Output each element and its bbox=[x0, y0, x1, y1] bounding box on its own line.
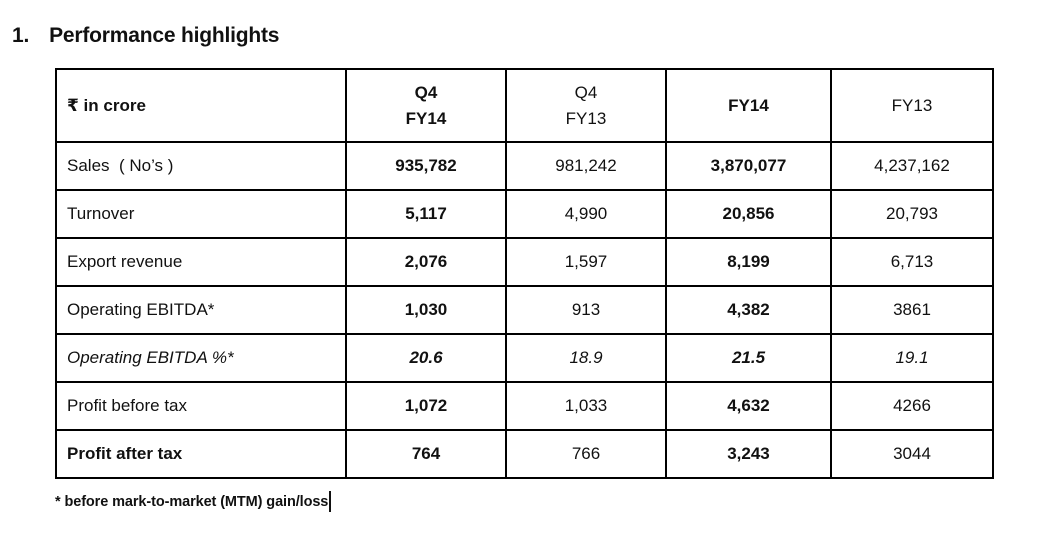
table-cell: 4266 bbox=[830, 381, 994, 431]
table-cell: 18.9 bbox=[505, 333, 667, 383]
table-cell: 4,382 bbox=[665, 285, 832, 335]
table-cell: 21.5 bbox=[665, 333, 832, 383]
title-number: 1. bbox=[12, 24, 30, 47]
table-row-profit-before-tax: Profit before tax 1,072 1,033 4,632 4266 bbox=[55, 381, 994, 431]
table-cell: 20,793 bbox=[830, 189, 994, 239]
table-cell: 8,199 bbox=[665, 237, 832, 287]
row-label: Sales ( No’s ) bbox=[55, 141, 347, 191]
table-cell: 3,243 bbox=[665, 429, 832, 479]
performance-highlights-table: ₹ in crore Q4 FY14 Q4 FY13 FY14 FY13 Sal… bbox=[55, 68, 994, 479]
title-text: Performance highlights bbox=[49, 24, 280, 47]
header-cell-rupee-in-crore: ₹ in crore bbox=[55, 68, 347, 143]
table-cell: 3,870,077 bbox=[665, 141, 832, 191]
footnote-text: * before mark-to-market (MTM) gain/loss bbox=[55, 493, 329, 510]
table-row-profit-after-tax: Profit after tax 764 766 3,243 3044 bbox=[55, 429, 994, 479]
header-line: FY13 bbox=[565, 108, 607, 128]
footnote: * before mark-to-market (MTM) gain/loss bbox=[55, 491, 332, 512]
table-row-operating-ebitda-pct: Operating EBITDA %* 20.6 18.9 21.5 19.1 bbox=[55, 333, 994, 383]
table-cell: 1,597 bbox=[505, 237, 667, 287]
table-cell: 4,632 bbox=[665, 381, 832, 431]
table-row-sales: Sales ( No’s ) 935,782 981,242 3,870,077… bbox=[55, 141, 994, 191]
table-cell: 766 bbox=[505, 429, 667, 479]
header-line: FY14 bbox=[405, 108, 447, 128]
row-label: Operating EBITDA %* bbox=[55, 333, 347, 383]
header-cell-fy13: FY13 bbox=[830, 68, 994, 143]
table-cell: 2,076 bbox=[345, 237, 507, 287]
table-row-turnover: Turnover 5,117 4,990 20,856 20,793 bbox=[55, 189, 994, 239]
table-cell: 3861 bbox=[830, 285, 994, 335]
table-row-operating-ebitda: Operating EBITDA* 1,030 913 4,382 3861 bbox=[55, 285, 994, 335]
table-cell: 5,117 bbox=[345, 189, 507, 239]
header-line: Q4 bbox=[414, 82, 438, 102]
table-cell: 1,033 bbox=[505, 381, 667, 431]
table-cell: 20,856 bbox=[665, 189, 832, 239]
header-cell-q4-fy14: Q4 FY14 bbox=[345, 68, 507, 143]
table-cell: 1,030 bbox=[345, 285, 507, 335]
table-header-row: ₹ in crore Q4 FY14 Q4 FY13 FY14 FY13 bbox=[55, 68, 994, 143]
table-cell: 935,782 bbox=[345, 141, 507, 191]
table-row-export-revenue: Export revenue 2,076 1,597 8,199 6,713 bbox=[55, 237, 994, 287]
table-cell: 19.1 bbox=[830, 333, 994, 383]
row-label: Profit after tax bbox=[55, 429, 347, 479]
header-line: Q4 bbox=[574, 82, 598, 102]
table-cell: 4,990 bbox=[505, 189, 667, 239]
row-label: Turnover bbox=[55, 189, 347, 239]
table-cell: 3044 bbox=[830, 429, 994, 479]
table-cell: 1,072 bbox=[345, 381, 507, 431]
row-label: Export revenue bbox=[55, 237, 347, 287]
table-cell: 764 bbox=[345, 429, 507, 479]
row-label: Profit before tax bbox=[55, 381, 347, 431]
table-cell: 913 bbox=[505, 285, 667, 335]
table-cell: 4,237,162 bbox=[830, 141, 994, 191]
table-cell: 981,242 bbox=[505, 141, 667, 191]
header-cell-q4-fy13: Q4 FY13 bbox=[505, 68, 667, 143]
table-cell: 6,713 bbox=[830, 237, 994, 287]
page-title: 1. Performance highlights bbox=[12, 24, 279, 48]
row-label: Operating EBITDA* bbox=[55, 285, 347, 335]
table-cell: 20.6 bbox=[345, 333, 507, 383]
header-cell-fy14: FY14 bbox=[665, 68, 832, 143]
text-caret bbox=[329, 491, 332, 512]
